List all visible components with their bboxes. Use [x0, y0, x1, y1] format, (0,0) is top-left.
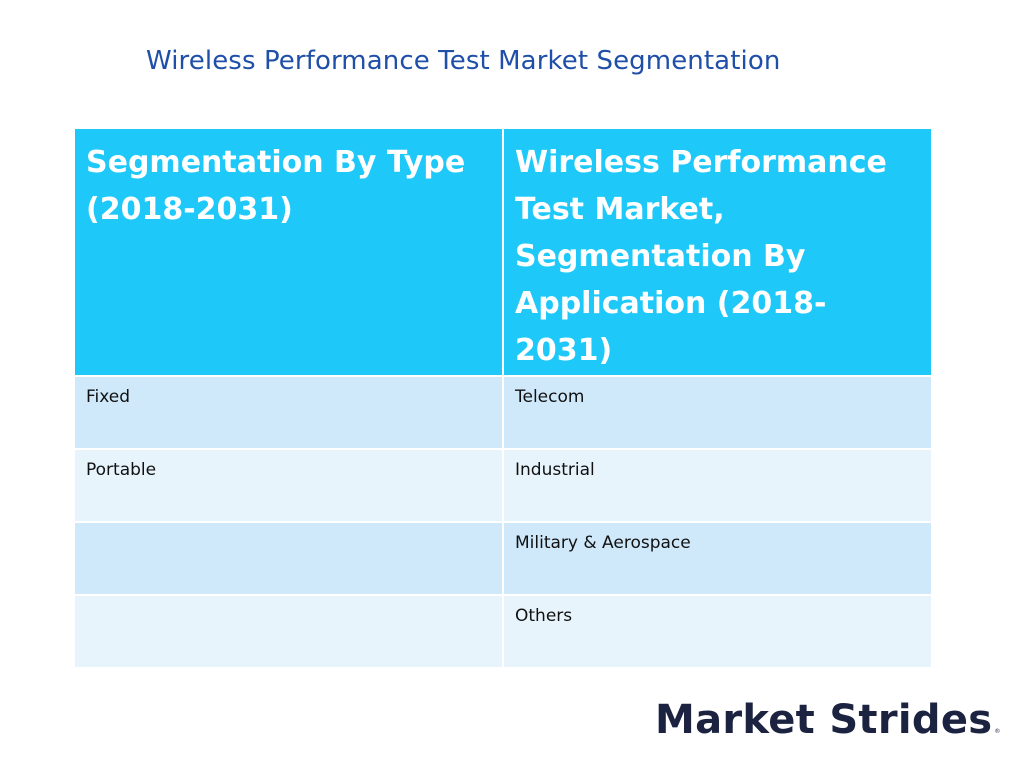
application-column-header: Wireless Performance Test Market, Segmen…	[502, 127, 933, 377]
registered-mark: ®	[994, 728, 1001, 735]
type-cell	[73, 521, 504, 596]
type-column-header: Segmentation By Type (2018-2031)	[73, 127, 504, 377]
table-header-row: Segmentation By Type (2018-2031) Wireles…	[73, 127, 933, 377]
segmentation-table: Segmentation By Type (2018-2031) Wireles…	[73, 127, 933, 669]
type-cell: Portable	[73, 448, 504, 523]
table-row: Fixed Telecom	[73, 375, 933, 450]
table-row: Portable Industrial	[73, 448, 933, 523]
logo-text: Market Strides	[655, 697, 993, 743]
application-cell: Telecom	[502, 375, 933, 450]
application-cell: Industrial	[502, 448, 933, 523]
market-strides-logo: Market Strides ®	[655, 697, 1001, 743]
slide-title: Wireless Performance Test Market Segment…	[146, 46, 781, 76]
type-cell	[73, 594, 504, 669]
application-cell: Military & Aerospace	[502, 521, 933, 596]
table-row: Military & Aerospace	[73, 521, 933, 596]
table-row: Others	[73, 594, 933, 669]
type-cell: Fixed	[73, 375, 504, 450]
application-cell: Others	[502, 594, 933, 669]
